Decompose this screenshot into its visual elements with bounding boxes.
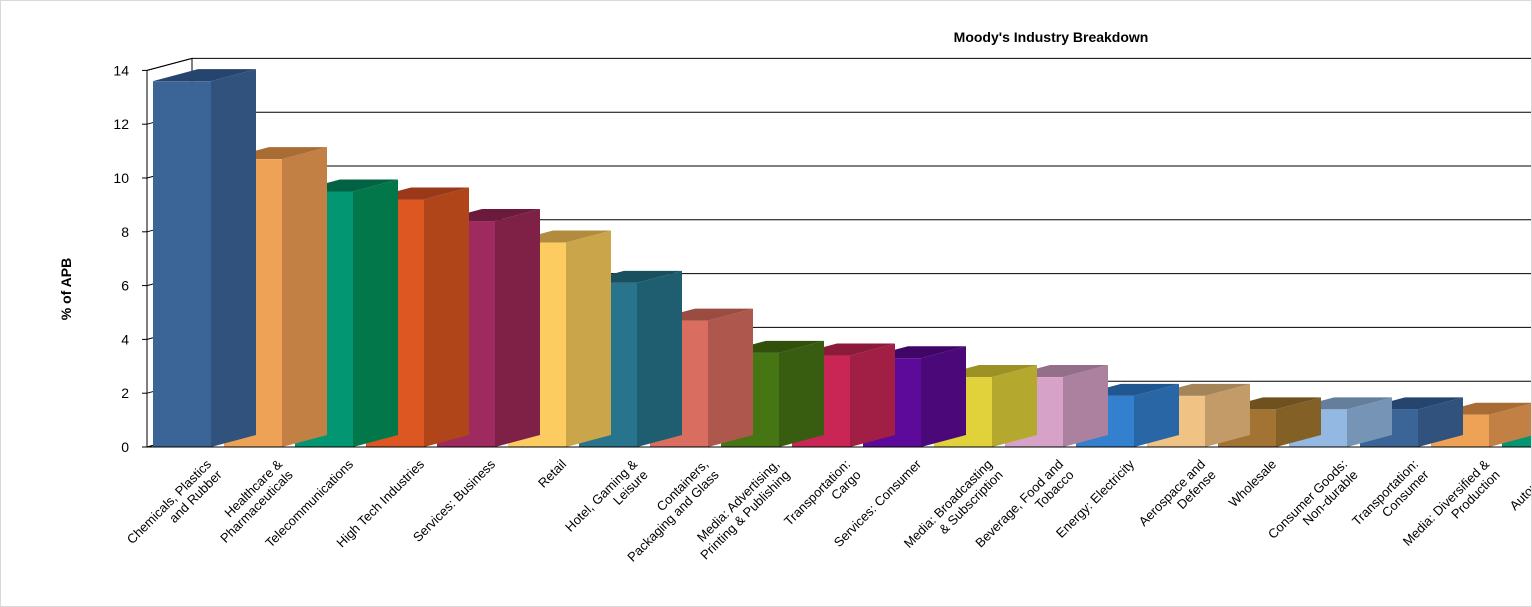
bar-side: [1347, 397, 1392, 447]
y-axis-ticks: 0 2 4 6 8 10 12 14: [113, 62, 147, 455]
y-tick-label: 10: [113, 170, 129, 186]
x-tick-label: Chemicals, Plasticsand Rubber: [124, 456, 225, 557]
x-tick-label-line: Wholesale: [1226, 457, 1280, 511]
y-axis-title: % of APB: [58, 258, 74, 320]
x-tick-label: Hotel, Gaming &Leisure: [562, 456, 651, 545]
bars: [147, 69, 1531, 448]
x-tick-label: Retail: [535, 456, 569, 490]
x-axis-labels: Chemicals, Plasticsand RubberHealthcare …: [124, 456, 1532, 565]
bar-side: [211, 69, 256, 447]
chart-title: Moody's Industry Breakdown: [954, 29, 1149, 45]
bar-side: [992, 365, 1037, 447]
bar-side: [708, 308, 753, 447]
y-tick-label: 2: [121, 385, 129, 401]
gridline-diagonal: [146, 57, 193, 71]
y-tick-label: 14: [113, 62, 129, 78]
x-tick-label-line: Automotive: [1507, 457, 1532, 514]
bar-side: [779, 340, 824, 447]
bar-side: [637, 270, 682, 447]
bar-side: [566, 230, 611, 447]
x-tick-label: Automotive: [1507, 457, 1532, 514]
x-tick-label: Aerospace andDefense: [1136, 457, 1219, 540]
bar-side: [1276, 397, 1321, 447]
y-tick-label: 4: [121, 331, 129, 347]
bar-top: [153, 69, 256, 82]
x-tick-label-line: Retail: [535, 456, 569, 490]
bar-side: [495, 209, 540, 447]
y-tick-label: 8: [121, 224, 129, 240]
bar-side: [1418, 397, 1463, 447]
bar-side: [1063, 365, 1108, 447]
x-tick-label: Wholesale: [1226, 457, 1280, 511]
bar-front: [153, 81, 211, 447]
x-tick-label: Consumer Goods:Non-durable: [1265, 457, 1361, 553]
bar-side: [1205, 383, 1250, 447]
y-tick-label: 12: [113, 116, 129, 132]
bar-side: [424, 187, 469, 447]
bar-side: [1489, 403, 1531, 447]
y-tick-label: 0: [121, 439, 129, 455]
bar-side: [921, 346, 966, 447]
y-tick-label: 6: [121, 278, 129, 294]
bar: [153, 69, 256, 447]
bar-side: [850, 343, 895, 447]
bar-side: [1134, 383, 1179, 447]
bar-side: [282, 147, 327, 448]
bar-side: [353, 179, 398, 447]
